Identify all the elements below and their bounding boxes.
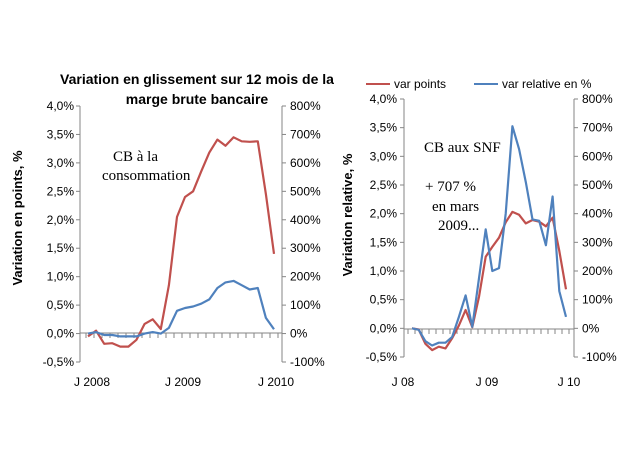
chart2-plot: -0,5% 0,0% 0,5% 1,0% 1,5% 2,0% 2,5% 3,0% 3,5% 4,0… [366, 92, 617, 389]
chart2-series-var-relative-line [411, 125, 568, 347]
chart1-ylabel: Variation en points, % [10, 150, 25, 286]
chart1-y2tick-label: 200% [290, 270, 321, 284]
chart2-annotation-title: CB aux SNF [424, 140, 501, 156]
chart1-xtick-label: J 2008 [74, 375, 110, 389]
chart1-ytick-label: 2,5% [47, 184, 75, 198]
chart1-y2tick-label: 300% [290, 241, 321, 255]
legend-label-var-points: var points [394, 77, 446, 91]
chart1-ytick-label: 3,0% [47, 156, 75, 170]
chart2-ytick-label: 3,0% [370, 149, 398, 163]
chart2-y2tick-label: 400% [582, 207, 613, 221]
chart2-y2tick-label: 700% [582, 121, 613, 135]
chart2-ytick-label: 2,0% [370, 207, 398, 221]
chart2-xtick-label: J 10 [558, 375, 581, 389]
chart2-ytick-label: 2,5% [370, 178, 398, 192]
plot-layer: -0,5% 0,0% 0,5% 1,0% 1,5% 2,0% 2,5% 3,0% 3,5% 4,0… [43, 92, 617, 389]
chart1-ytick-label: 3,5% [47, 127, 75, 141]
chart2-ytick-label: 1,5% [370, 235, 398, 249]
chart2-annotation-line2: en mars [432, 199, 479, 215]
chart1-ytick-label: 1,5% [47, 241, 75, 255]
chart2-y2tick-label: 600% [582, 149, 613, 163]
chart1-y2tick-label: 0% [290, 327, 308, 341]
chart2-legend: var points var relative en % [366, 77, 592, 91]
chart2-annotation-line1: + 707 % [425, 179, 476, 195]
chart2-y2tick-label: 300% [582, 235, 613, 249]
chart1-annotation-line2: consommation [102, 168, 191, 184]
chart1-y2tick-label: -100% [290, 355, 325, 369]
chart1-y2tick-label: 400% [290, 213, 321, 227]
chart2-xtick-label: J 09 [476, 375, 499, 389]
chart1-subtitle: marge brute bancaire [126, 91, 269, 107]
chart2-ytick-label: 0,0% [370, 321, 398, 335]
legend-label-var-relative: var relative en % [502, 77, 592, 91]
chart2-ytick-label: 3,5% [370, 121, 398, 135]
chart1-title: Variation en glissement sur 12 mois de l… [60, 71, 334, 87]
chart2-ytick-label: 4,0% [370, 92, 398, 106]
chart1-ytick-label: 1,0% [47, 270, 75, 284]
chart1-ytick-label: 4,0% [47, 99, 75, 113]
chart1-y2tick-label: 800% [290, 99, 321, 113]
chart1-annotation-line1: CB à la [113, 149, 158, 165]
chart1-y2tick-label: 100% [290, 298, 321, 312]
chart1-y2tick-label: 600% [290, 156, 321, 170]
chart2-xtick-label: J 08 [392, 375, 415, 389]
chart1-ytick-label: 0,0% [47, 327, 75, 341]
chart1-y2tick-label: 500% [290, 184, 321, 198]
chart1-series-var-points-line [87, 136, 276, 348]
chart2-y2tick-label: 500% [582, 178, 613, 192]
chart1-ytick-label: 2,0% [47, 213, 75, 227]
chart1-y2tick-label: 700% [290, 127, 321, 141]
chart1-xtick-label: J 2010 [258, 375, 294, 389]
chart2-ylabel: Variation relative, % [340, 153, 355, 276]
chart1-series-var-relative-line [87, 279, 275, 338]
chart2-y2tick-label: 100% [582, 293, 613, 307]
chart1-ytick-label: -0,5% [43, 355, 75, 369]
chart2-y2tick-label: 0% [582, 321, 600, 335]
chart2-y2tick-label: -100% [582, 350, 617, 364]
chart2-ytick-label: 0,5% [370, 293, 398, 307]
chart1-plot: -0,5% 0,0% 0,5% 1,0% 1,5% 2,0% 2,5% 3,0% 3,5% 4,0… [43, 99, 325, 389]
chart1-xtick-label: J 2009 [165, 375, 201, 389]
chart2-annotation-line3: 2009... [438, 218, 479, 234]
chart2-ytick-label: -0,5% [366, 350, 398, 364]
chart2-ytick-label: 1,0% [370, 264, 398, 278]
chart2-y2tick-label: 200% [582, 264, 613, 278]
chart1-ytick-label: 0,5% [47, 298, 75, 312]
chart2-y2tick-label: 800% [582, 92, 613, 106]
